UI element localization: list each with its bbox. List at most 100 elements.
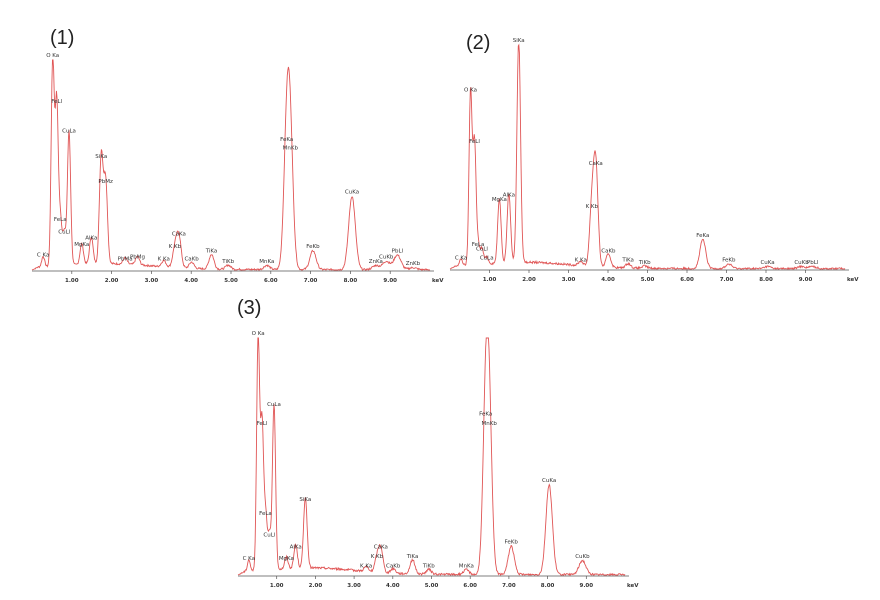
peak-label-mnka: MnKa [259,259,274,265]
peak-label-znka: ZnKa [369,259,383,265]
x-tick-label: 2.00 [522,277,536,283]
peak-label-fela: FeLa [54,217,67,223]
peak-label-caka: CaKa [172,232,186,238]
peak-label-mgka: MgKa [74,242,89,248]
peak-label-mgka: MgKa [492,197,507,203]
peak-label-k-ka: K Ka [158,257,170,263]
peak-label-cull: CuLl [476,246,488,252]
peak-label-alka: AlKa [290,544,302,550]
x-tick-label: 6.00 [264,278,278,284]
peak-label-mnkb: MnKb [481,421,497,427]
peak-label-cakb: CaKb [386,563,401,569]
peak-label-fela: FeLa [472,242,485,248]
x-tick-label: 7.00 [304,278,318,284]
peak-label-cula: CuLa [267,402,281,408]
peak-label-tikb: TiKb [422,563,435,569]
peak-label-tikb: TiKb [221,259,234,265]
spectrum-trace [237,337,626,577]
panel-tag: (3) [237,297,262,319]
peak-label-cakb: CaKb [601,249,616,255]
x-tick-label: 5.00 [425,583,439,589]
x-tick-label: 1.00 [483,277,497,283]
peak-label-k-kb: K Kb [371,554,384,560]
peak-label-cuka: CuKa [542,478,556,484]
x-tick-label: 5.00 [641,277,655,283]
peak-label-fekb: FeKb [505,540,519,546]
peak-label-cull: CuLl [58,229,70,235]
x-tick-label: 3.00 [145,278,159,284]
x-unit-label: keV [627,583,639,589]
x-tick-label: 4.00 [386,583,400,589]
peak-label-cuka: CuKa [345,190,359,196]
peak-label-mnkb: MnKb [283,145,299,151]
spectrum-chart-1: 1.00 2.00 3.00 4.00 5.00 6.00 7.00 8.00 9.00 keV C… [31,53,444,284]
peak-label-pbmz: PbMz [98,179,113,185]
peak-label-feka: FeKa [696,233,709,239]
peak-label-alka: AlKa [85,236,97,242]
peak-label-alka: AlKa [503,193,515,199]
peak-label-cukb: CuKb [379,255,394,261]
peak-label-fell: FeLl [469,139,480,145]
peak-label-fela: FeLa [259,511,272,517]
peak-label-cukb: CuKb [575,554,590,560]
peak-label-fell: FeLl [51,99,62,105]
peak-label-fell: FeLl [257,421,268,427]
peak-label-caka: CaKa [589,161,603,167]
peak-label-sika: SiKa [299,497,311,503]
peak-label-sika: SiKa [95,154,107,160]
peak-label-tika: TiKa [621,258,634,264]
peak-label-mnka: MnKa [459,563,474,569]
peak-label-znkb: ZnKb [406,261,421,267]
x-tick-label: 6.00 [463,583,477,589]
x-tick-label: 2.00 [105,278,119,284]
spectrum-panel-2: (2) 1.00 2.00 3.00 4.00 5.00 6.00 7.00 8.00 9.00… [440,25,860,290]
peak-label-fekb: FeKb [722,258,736,264]
x-tick-label: 8.00 [344,278,358,284]
x-tick-label: 2.00 [309,583,323,589]
peak-label-tika: TiKa [205,248,218,254]
peak-label-o-ka: O Ka [252,331,265,337]
peak-label-pbll: PbLl [392,248,404,254]
x-tick-label: 3.00 [562,277,576,283]
peak-label-fekb: FeKb [306,244,320,250]
x-tick-label: 7.00 [502,583,516,589]
peak-label-pbmg: PbMg [130,255,145,261]
x-tick-label: 4.00 [184,278,198,284]
x-tick-label: 5.00 [224,278,238,284]
peak-label-tika: TiKa [406,554,419,560]
peak-label-cukb: CuKb [794,260,809,266]
spectrum-chart-2: 1.00 2.00 3.00 4.00 5.00 6.00 7.00 8.00 9.00 keV C… [449,38,859,283]
peak-label-cakb: CaKb [184,257,199,263]
x-unit-label: keV [432,278,444,284]
spectrum-panel-1: (1) 1.00 2.00 3.00 4.00 5.00 6.00 7.00 8.00 9.00… [20,25,444,285]
peak-label-cull: CuLl [263,532,275,538]
panel-tag: (1) [50,27,75,49]
peak-label-cula: CuLa [62,129,76,135]
x-tick-label: 1.00 [65,278,79,284]
spectrum-trace [449,43,846,271]
spectrum-panel-3: (3) 1.00 2.00 3.00 4.00 5.00 6.00 7.00 8.00 9.00… [220,290,640,590]
spectrum-trace [31,59,431,271]
peak-label-c-ka: C Ka [455,255,467,261]
x-tick-label: 7.00 [720,277,734,283]
peak-label-k-kb: K Kb [586,204,599,210]
x-tick-label: 8.00 [759,277,773,283]
x-tick-label: 8.00 [541,583,555,589]
peak-label-pbma: PbMa [118,257,133,263]
peak-label-mgka: MgKa [279,556,294,562]
peak-label-c-ka: C Ka [37,253,49,259]
peak-label-pbll: PbLl [807,260,819,266]
x-unit-label: keV [847,277,859,283]
x-tick-label: 9.00 [580,583,594,589]
spectrum-chart-3: 1.00 2.00 3.00 4.00 5.00 6.00 7.00 8.00 9.00 keV C… [237,331,639,589]
peak-label-caka: CaKa [374,544,388,550]
x-tick-label: 3.00 [347,583,361,589]
peak-label-k-ka: K Ka [575,258,587,264]
peak-label-sika: SiKa [513,38,525,44]
peak-label-feka: FeKa [479,412,492,418]
x-tick-label: 9.00 [799,277,813,283]
x-tick-label: 1.00 [270,583,284,589]
peak-label-tikb: TiKb [638,260,651,266]
x-tick-label: 6.00 [680,277,694,283]
peak-label-feka: FeKa [280,137,293,143]
